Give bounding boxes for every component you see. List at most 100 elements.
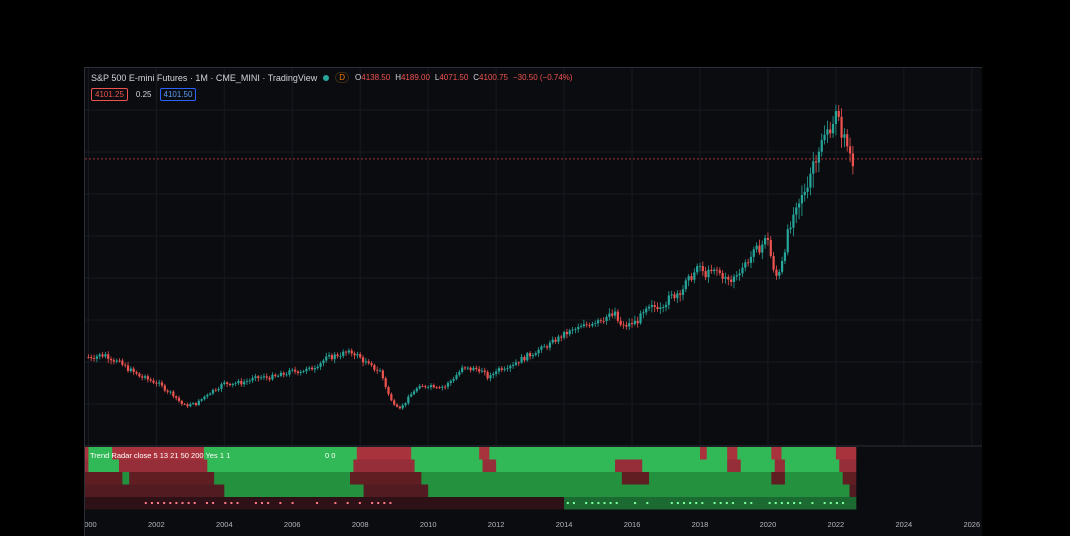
candle-body: [738, 273, 741, 276]
candle-body: [650, 305, 653, 307]
candle-body: [826, 129, 829, 135]
candle-body: [766, 238, 770, 240]
candle-body: [415, 388, 418, 392]
candle-body: [387, 387, 390, 395]
candle-body: [121, 360, 124, 365]
candle-body: [486, 372, 489, 379]
candle-body: [506, 368, 509, 369]
candle-body: [200, 399, 203, 401]
low-label: L: [434, 73, 440, 82]
candle-body: [265, 376, 268, 378]
candle-body: [800, 195, 804, 204]
candle-body: [282, 372, 285, 375]
candle-body: [452, 378, 455, 381]
candle-body: [446, 382, 450, 387]
candle-body: [616, 311, 619, 321]
trend-dot: [823, 502, 826, 504]
candle-body: [158, 382, 161, 384]
candle-body: [347, 350, 350, 353]
indicator-label[interactable]: Trend Radar close 5 13 21 50 200 Yes 1 1: [90, 451, 231, 460]
candle-body: [398, 406, 401, 409]
candle-body: [489, 375, 492, 379]
candle-body: [109, 358, 113, 361]
candle-body: [138, 373, 141, 377]
trend-dot: [224, 502, 227, 504]
candle-body: [101, 354, 104, 357]
candle-body: [124, 364, 127, 366]
candle-body: [429, 385, 433, 387]
trend-dot: [689, 502, 692, 504]
candle-body: [95, 356, 98, 359]
candle-body: [630, 323, 634, 325]
candle-body: [373, 365, 376, 370]
trend-dot: [230, 502, 233, 504]
candle-body: [418, 386, 421, 389]
candle-body: [577, 326, 580, 330]
trend-dot: [572, 502, 575, 504]
candle-body: [500, 368, 503, 370]
candle-body: [469, 367, 472, 371]
candle-body: [135, 371, 138, 374]
trend-dot: [205, 502, 208, 504]
candle-body: [432, 385, 435, 388]
trend-row-bull: [564, 497, 857, 510]
candle-body: [622, 324, 625, 326]
candle-body: [344, 351, 348, 353]
candle-body: [104, 354, 107, 357]
trend-dot: [780, 502, 783, 504]
trend-row-bull: [414, 459, 483, 472]
trend-dot: [713, 502, 716, 504]
candle-body: [752, 249, 755, 257]
candle-body: [523, 356, 526, 361]
candle-body: [571, 329, 574, 331]
trend-dot: [254, 502, 257, 504]
trend-dot: [603, 502, 606, 504]
trend-dot: [731, 502, 734, 504]
high-label: H: [395, 73, 401, 82]
candle-body: [175, 396, 178, 398]
candle-body: [509, 365, 512, 369]
trend-dot: [163, 502, 166, 504]
chart-panel[interactable]: S&P 500 E-mini Futures · 1M · CME_MINI ·…: [84, 67, 982, 536]
sell-button[interactable]: 4101.25: [91, 88, 128, 101]
open-value: 4138.50: [361, 73, 391, 82]
candle-body: [327, 355, 331, 357]
candle-body: [293, 369, 297, 372]
trend-dot: [683, 502, 685, 504]
candle-body: [322, 360, 325, 364]
trend-dot: [597, 502, 600, 504]
trend-row-bull: [706, 447, 728, 460]
trend-row-bull: [642, 459, 728, 472]
candle-body: [177, 397, 181, 401]
trend-dot: [279, 502, 282, 504]
candle-body: [92, 358, 96, 359]
candle-body: [667, 295, 670, 305]
candle-body: [299, 371, 302, 373]
candle-body: [466, 367, 469, 369]
candle-body: [118, 360, 121, 362]
candle-body: [308, 367, 311, 369]
candle-body: [463, 367, 467, 369]
candle-body: [656, 306, 659, 309]
trend-dot: [193, 502, 196, 504]
interval-badge[interactable]: D: [335, 72, 350, 83]
high-value: 4189.00: [400, 73, 430, 82]
candle-body: [795, 207, 798, 215]
candle-body: [503, 368, 506, 370]
buy-button[interactable]: 4101.50: [159, 88, 197, 101]
candle-body: [512, 364, 515, 366]
symbol-title[interactable]: S&P 500 E-mini Futures · 1M · CME_MINI ·…: [91, 72, 318, 83]
candle-body: [534, 353, 537, 356]
price-chart[interactable]: [85, 68, 982, 536]
candle-body: [393, 400, 396, 405]
candle-body: [223, 382, 226, 385]
candle-body: [342, 351, 345, 356]
trend-dot: [346, 502, 349, 504]
candle-body: [126, 365, 130, 371]
candle-body: [325, 356, 328, 361]
candle-body: [296, 371, 300, 373]
candle-body: [837, 111, 840, 117]
trend-dot: [768, 502, 771, 504]
candle-body: [659, 307, 662, 309]
candle-body: [424, 386, 427, 388]
